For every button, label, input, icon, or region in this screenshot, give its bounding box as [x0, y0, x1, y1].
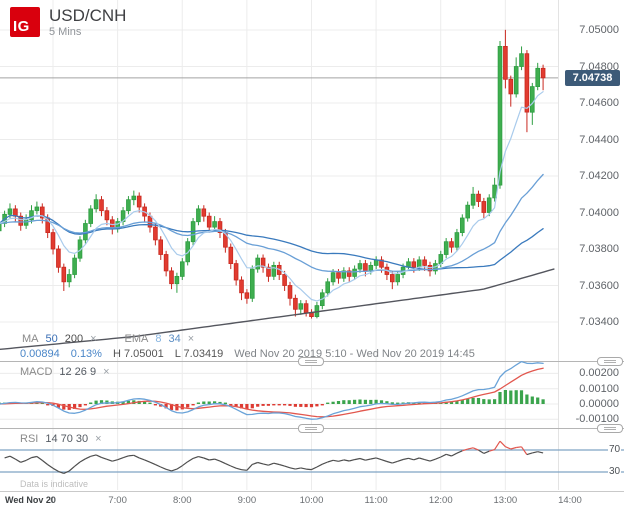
ma-period-50: 50 — [45, 333, 58, 345]
price-tick-label: 7.03800 — [579, 243, 619, 255]
rsi-close-icon[interactable]: × — [95, 432, 102, 445]
time-tick-label: 10:00 — [299, 495, 324, 506]
time-tick-label: 0 — [50, 495, 56, 506]
macd-label: MACD — [20, 366, 53, 378]
ema-legend-label: EMA — [124, 333, 149, 345]
price-tick-label: 7.03400 — [579, 316, 619, 328]
rsi-legend: RSI 14 70 30 × — [20, 433, 102, 445]
ig-logo-text: IG — [13, 18, 30, 35]
chart-header: IG USD/CNH 5 Mins — [10, 7, 126, 38]
session-high: H 7.05001 — [112, 348, 164, 360]
rsi-params: 14 70 30 — [45, 433, 89, 445]
ma-legend-label: MA — [22, 333, 39, 345]
macd-params: 12 26 9 — [59, 366, 97, 378]
session-low: L 7.03419 — [174, 348, 224, 360]
time-tick-label: 13:00 — [493, 495, 518, 506]
change-value: 0.00894 — [20, 348, 60, 360]
macd-close-icon[interactable]: × — [103, 365, 110, 378]
time-tick-label: 14:00 — [558, 495, 582, 506]
macd-tick-label: 0.00200 — [579, 367, 619, 380]
time-axis-date: Wed Nov 20 — [5, 495, 56, 505]
current-price-label: 7.04738 — [565, 69, 620, 86]
session-info-bar: 0.00894 0.13% H 7.05001 L 7.03419 Wed No… — [20, 348, 475, 360]
macd-divider-handle[interactable] — [298, 357, 324, 366]
price-tick-label: 7.04800 — [579, 60, 619, 73]
time-tick-label: 7:00 — [108, 495, 127, 506]
macd-tick-label: 0.00100 — [579, 382, 619, 395]
time-tick-label: 9:00 — [237, 495, 257, 506]
macd-tick-label: -0.00100 — [575, 413, 619, 426]
time-range: Wed Nov 20 2019 5:10 - Wed Nov 20 2019 1… — [234, 348, 475, 360]
ig-logo: IG — [10, 7, 40, 37]
interval-label: 5 Mins — [49, 26, 82, 38]
time-tick-label: 11:00 — [364, 495, 388, 506]
data-indicative-note: Data is indicative — [20, 479, 89, 489]
price-tick-label: 7.04600 — [579, 97, 619, 109]
ma-period-200: 200 — [64, 333, 84, 345]
time-tick-label: 8:00 — [172, 495, 192, 506]
time-axis: Wed Nov 20 0 7:00 8:00 9:00 10:00 11:00 12:00 1… — [0, 491, 624, 508]
rsi-divider-handle-right[interactable] — [597, 424, 623, 433]
macd-legend: MACD 12 26 9 × — [20, 366, 110, 378]
rsi-divider-handle[interactable] — [298, 424, 324, 433]
ema-period-8: 8 — [155, 333, 162, 345]
ema-legend-close-icon[interactable]: × — [187, 332, 195, 345]
rsi-lower-band-label: 30 — [608, 466, 622, 477]
ma-overlay-legend: MA 50 200 × EMA 8 34 × — [22, 333, 194, 345]
rsi-label: RSI — [20, 433, 39, 445]
ema-period-34: 34 — [168, 333, 181, 345]
instrument-title: USD/CNH — [49, 6, 127, 25]
ma-legend-close-icon[interactable]: × — [90, 332, 97, 345]
price-tick-label: 7.04400 — [579, 133, 619, 146]
rsi-upper-band-label: 70 — [608, 444, 622, 455]
price-tick-label: 7.04000 — [579, 206, 619, 219]
price-tick-label: 7.04200 — [579, 170, 619, 182]
macd-tick-label: 0.00000 — [579, 398, 619, 410]
time-tick-label: 12:00 — [428, 495, 453, 506]
macd-divider-handle-right[interactable] — [597, 357, 623, 366]
price-tick-label: 7.03600 — [579, 279, 619, 292]
price-tick-label: 7.05000 — [579, 24, 619, 36]
change-percent: 0.13% — [70, 348, 102, 360]
